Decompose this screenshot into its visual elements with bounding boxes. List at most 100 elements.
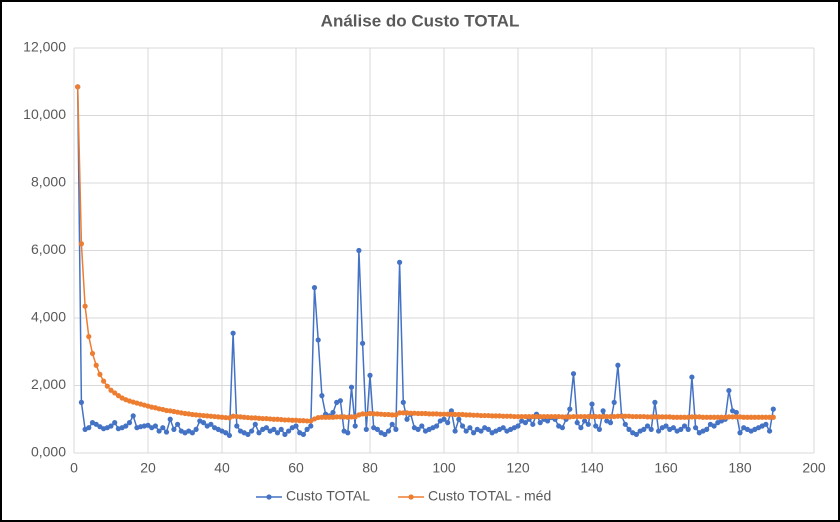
data-point — [759, 414, 765, 420]
data-point — [415, 410, 421, 417]
data-point — [607, 420, 614, 426]
data-point — [678, 414, 684, 420]
data-point — [282, 417, 288, 423]
data-point — [415, 426, 421, 432]
data-point — [541, 413, 547, 420]
data-point — [112, 420, 118, 426]
x-tick-label: 80 — [362, 460, 378, 476]
y-tick-label: 2,000 — [31, 376, 66, 392]
data-point — [260, 415, 266, 422]
y-tick-label: 6,000 — [31, 241, 66, 257]
data-point — [471, 430, 477, 436]
data-point — [223, 430, 229, 436]
data-point — [637, 413, 643, 420]
data-point — [293, 423, 299, 429]
data-point — [123, 423, 129, 429]
data-point — [456, 411, 462, 418]
legend-marker — [408, 494, 414, 500]
data-point — [78, 399, 84, 405]
x-tick-label: 20 — [140, 460, 156, 476]
data-point — [452, 411, 458, 418]
data-point — [678, 426, 684, 432]
data-point — [463, 412, 469, 418]
data-point — [585, 413, 591, 420]
data-point — [622, 413, 628, 419]
x-tick-label: 180 — [728, 460, 752, 476]
x-tick-label: 120 — [506, 460, 530, 476]
data-point — [108, 423, 114, 429]
data-point — [408, 410, 414, 416]
data-point — [648, 426, 654, 432]
data-point — [263, 425, 269, 431]
legend-item: Custo TOTAL — [256, 488, 370, 504]
data-point — [763, 421, 769, 427]
data-point — [115, 393, 121, 399]
data-point — [552, 413, 558, 420]
data-point — [234, 423, 240, 429]
x-tick-label: 0 — [70, 460, 78, 476]
data-point — [648, 414, 654, 420]
data-point — [633, 413, 640, 420]
data-point — [152, 423, 158, 429]
data-point — [86, 333, 92, 340]
data-point — [548, 413, 554, 420]
data-point — [589, 401, 595, 407]
data-point — [689, 414, 695, 420]
data-point — [537, 420, 543, 426]
data-point — [504, 413, 510, 419]
data-point — [663, 414, 669, 420]
data-point — [337, 398, 343, 404]
data-point — [363, 426, 369, 432]
data-point — [478, 428, 484, 434]
data-point — [289, 417, 295, 423]
data-point — [633, 431, 640, 438]
data-point — [726, 387, 732, 394]
data-point — [374, 426, 380, 432]
data-point — [515, 413, 521, 420]
data-point — [763, 414, 769, 420]
data-point — [330, 409, 336, 416]
data-point — [545, 418, 551, 424]
data-point — [249, 415, 255, 421]
data-point — [112, 390, 118, 396]
data-point — [230, 330, 236, 336]
data-point — [741, 414, 747, 420]
data-point — [145, 422, 151, 428]
data-point — [208, 421, 214, 427]
data-point — [437, 411, 443, 417]
data-point — [485, 426, 491, 432]
data-point — [382, 411, 388, 418]
data-point — [78, 241, 84, 247]
data-point — [471, 412, 477, 418]
data-point — [593, 423, 599, 429]
data-point — [282, 431, 288, 438]
data-point — [711, 414, 717, 420]
data-point — [348, 384, 355, 390]
data-point — [189, 430, 195, 436]
data-point — [685, 426, 691, 432]
legend-item: Custo TOTAL - méd — [398, 488, 551, 504]
data-point — [574, 420, 580, 426]
data-point — [726, 414, 732, 420]
data-point — [319, 393, 325, 399]
data-point — [559, 425, 566, 431]
data-point — [126, 420, 133, 426]
legend-marker — [266, 494, 272, 500]
data-point — [733, 409, 739, 416]
data-point — [86, 425, 92, 431]
data-point — [493, 413, 499, 419]
data-point — [345, 430, 351, 436]
data-point — [656, 428, 662, 434]
data-point — [663, 423, 669, 429]
data-point — [297, 418, 303, 424]
data-point — [419, 410, 425, 417]
data-point — [670, 425, 677, 431]
data-point — [397, 410, 403, 416]
data-point — [689, 374, 695, 380]
data-point — [389, 412, 395, 418]
legend-label: Custo TOTAL — [286, 488, 370, 504]
data-point — [707, 414, 714, 420]
data-point — [130, 413, 136, 419]
data-point — [770, 406, 776, 412]
data-point — [656, 414, 662, 420]
